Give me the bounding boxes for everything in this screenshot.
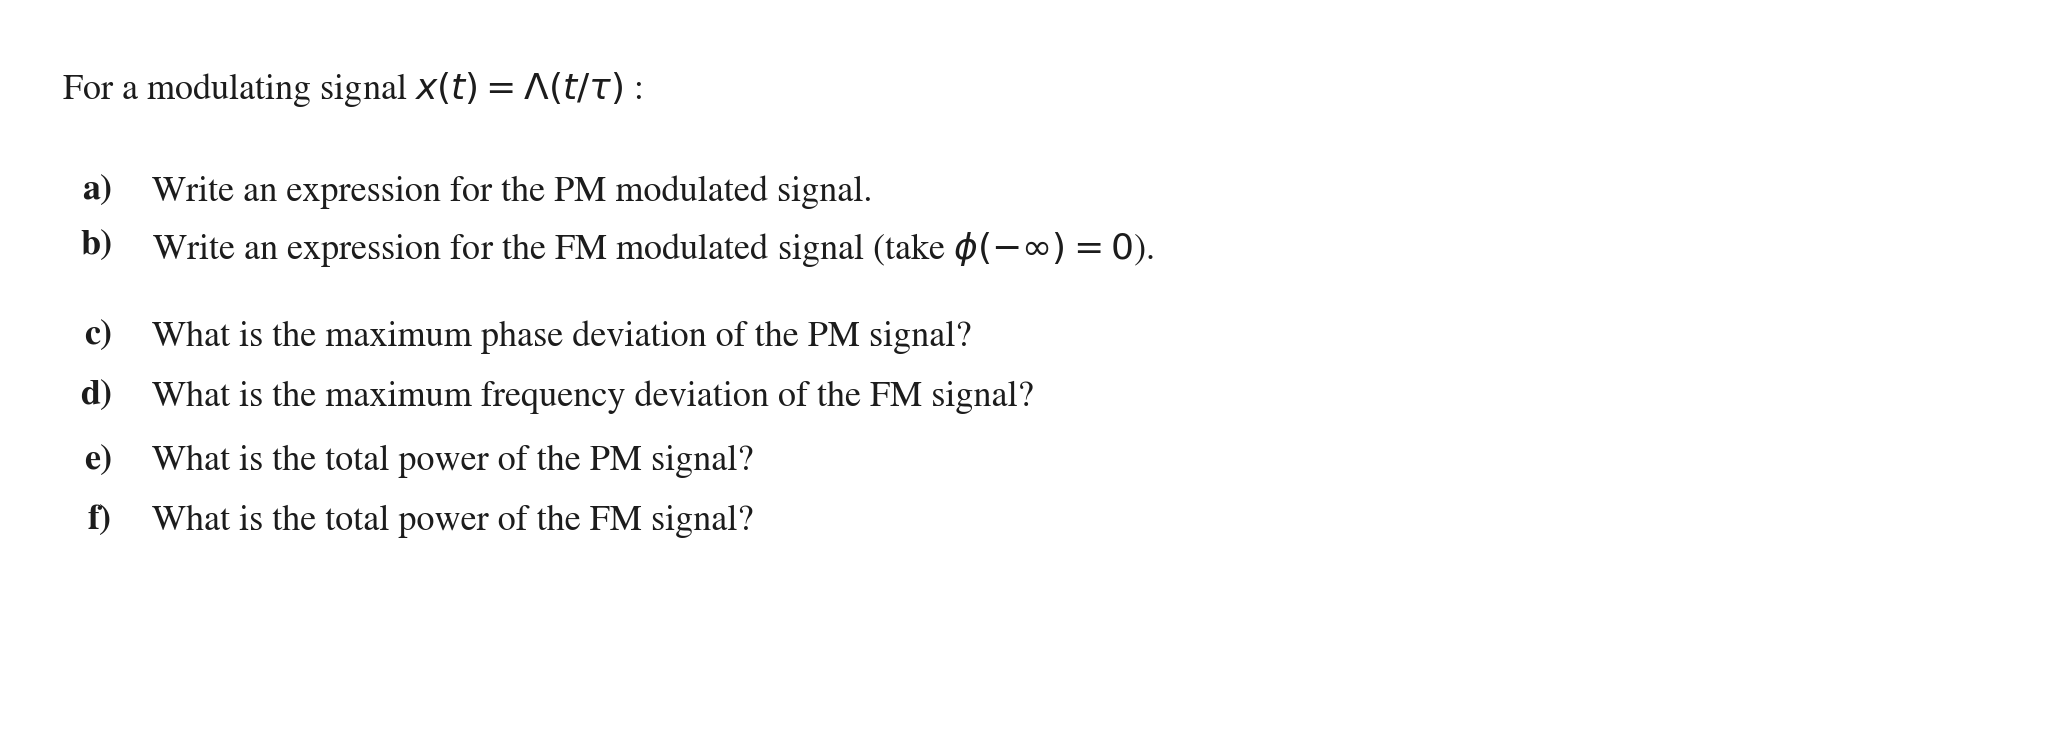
Text: a): a) xyxy=(82,175,113,206)
Text: b): b) xyxy=(80,230,113,261)
Text: f): f) xyxy=(88,505,113,536)
Text: What is the total power of the PM signal?: What is the total power of the PM signal… xyxy=(152,445,754,478)
Text: e): e) xyxy=(84,445,113,476)
Text: c): c) xyxy=(84,320,113,351)
Text: For a modulating signal $x(t) = \Lambda(t/\tau)$ :: For a modulating signal $x(t) = \Lambda(… xyxy=(61,70,643,109)
Text: d): d) xyxy=(80,380,113,411)
Text: Write an expression for the FM modulated signal (take $\phi(-\infty) = 0$).: Write an expression for the FM modulated… xyxy=(152,230,1153,269)
Text: What is the total power of the FM signal?: What is the total power of the FM signal… xyxy=(152,505,754,538)
Text: What is the maximum frequency deviation of the FM signal?: What is the maximum frequency deviation … xyxy=(152,380,1034,414)
Text: Write an expression for the PM modulated signal.: Write an expression for the PM modulated… xyxy=(152,175,872,209)
Text: What is the maximum phase deviation of the PM signal?: What is the maximum phase deviation of t… xyxy=(152,320,971,354)
